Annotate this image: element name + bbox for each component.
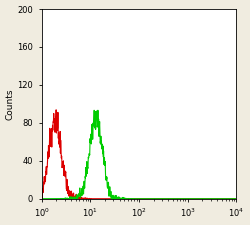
Y-axis label: Counts: Counts [6, 88, 15, 120]
